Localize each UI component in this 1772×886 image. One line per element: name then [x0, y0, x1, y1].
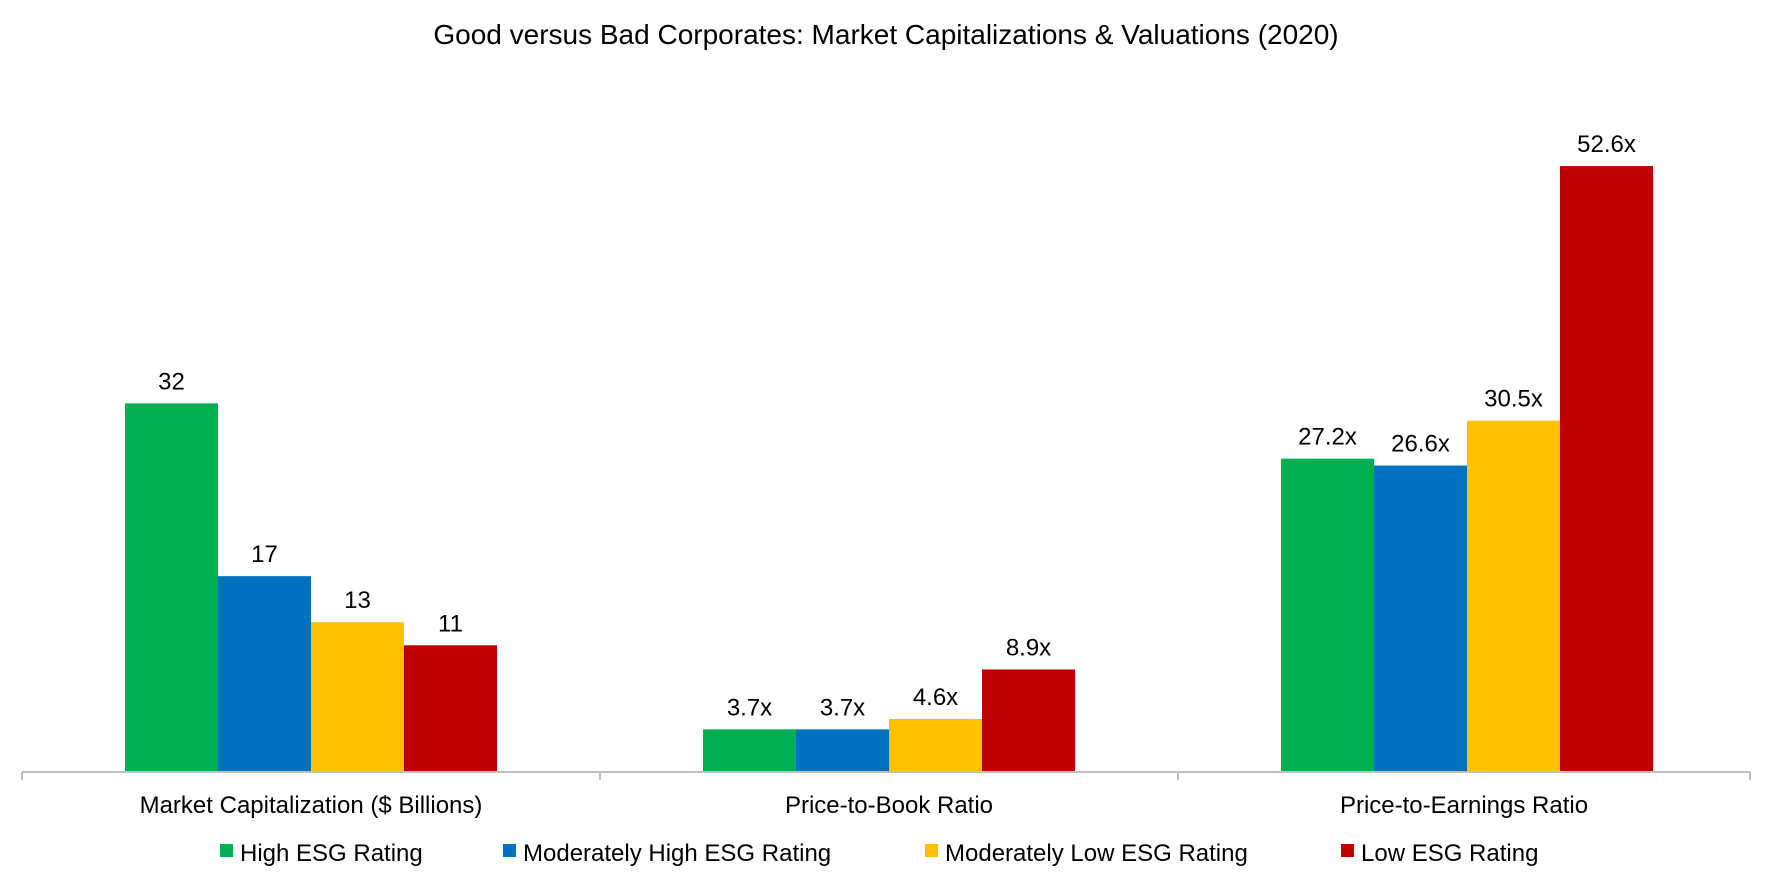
data-label: 13 — [344, 587, 371, 614]
bar-2-cat-2 — [796, 729, 889, 772]
data-labels-layer: 32 17 13 11 3.7x 3.7x 4.6x 8.9x 27.2x 26.6x 30.5x 5… — [158, 131, 1636, 721]
legend-swatch — [1341, 844, 1354, 857]
bar-3-cat-1 — [311, 622, 404, 772]
data-label: 17 — [251, 541, 278, 568]
data-label: 3.7x — [820, 694, 865, 721]
category-label: Price-to-Earnings Ratio — [1340, 792, 1588, 819]
bar-4-cat-1 — [404, 645, 497, 772]
data-label: 11 — [438, 610, 463, 637]
data-label: 4.6x — [913, 684, 958, 711]
bar-3-cat-2 — [889, 719, 982, 772]
legend-item: Moderately High ESG Rating — [503, 840, 831, 867]
data-label: 26.6x — [1391, 431, 1450, 458]
data-label: 30.5x — [1484, 386, 1543, 413]
bar-1-cat-2 — [703, 729, 796, 772]
data-label: 32 — [158, 368, 185, 395]
data-label: 52.6x — [1577, 131, 1636, 158]
legend: High ESG Rating Moderately High ESG Ratin… — [220, 840, 1538, 867]
legend-swatch — [925, 844, 938, 857]
bar-1-cat-1 — [125, 403, 218, 772]
bar-3-cat-3 — [1467, 420, 1560, 772]
legend-label: Moderately Low ESG Rating — [945, 840, 1248, 867]
data-label: 27.2x — [1298, 424, 1357, 451]
bar-4-cat-2 — [982, 669, 1075, 772]
x-axis: Market Capitalization ($ Billions) Price-… — [21, 771, 1751, 819]
category-label: Market Capitalization ($ Billions) — [140, 792, 483, 819]
bars-layer — [125, 166, 1653, 773]
bar-4-cat-3 — [1560, 166, 1653, 773]
chart-title: Good versus Bad Corporates: Market Capit… — [433, 19, 1338, 50]
data-label: 8.9x — [1006, 634, 1051, 661]
legend-label: Moderately High ESG Rating — [523, 840, 831, 867]
legend-item: Low ESG Rating — [1341, 840, 1538, 867]
category-label: Price-to-Book Ratio — [785, 792, 993, 819]
legend-item: High ESG Rating — [220, 840, 423, 867]
legend-label: High ESG Rating — [240, 840, 423, 867]
legend-label: Low ESG Rating — [1361, 840, 1538, 867]
legend-swatch — [220, 844, 233, 857]
legend-swatch — [503, 844, 516, 857]
bar-1-cat-3 — [1281, 458, 1374, 772]
legend-item: Moderately Low ESG Rating — [925, 840, 1248, 867]
bar-2-cat-1 — [218, 576, 311, 772]
bar-2-cat-3 — [1374, 465, 1467, 772]
data-label: 3.7x — [727, 694, 772, 721]
